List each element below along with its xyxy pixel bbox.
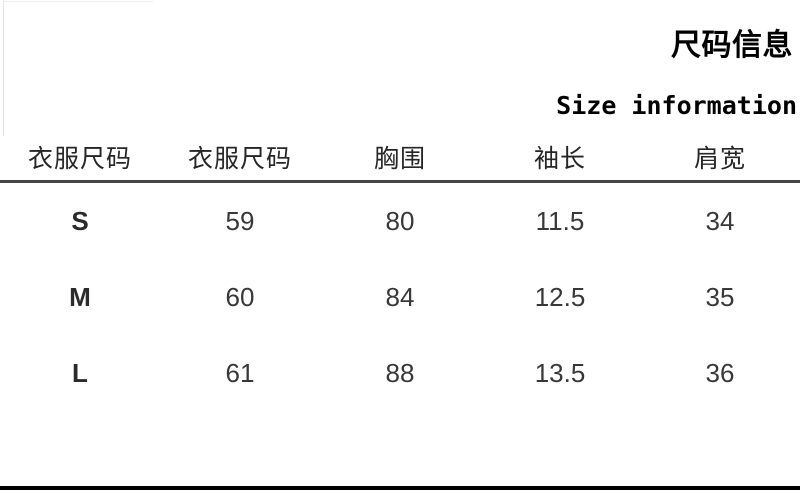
- size-cell: L: [72, 357, 88, 388]
- length-cell: 59: [225, 205, 255, 236]
- page-subtitle: Size information: [556, 91, 797, 120]
- sleeve-cell: 11.5: [535, 205, 585, 236]
- shoulder-cell: 36: [705, 357, 735, 388]
- header-cell-length: 衣服尺码: [187, 145, 292, 173]
- left-border-line: [3, 0, 4, 136]
- shoulder-cell: 34: [705, 205, 735, 236]
- table-row-m: M 60 84 12.5 35: [0, 259, 800, 335]
- sleeve-cell: 12.5: [534, 281, 586, 312]
- size-cell: S: [71, 205, 89, 236]
- table-row-s: S 59 80 11.5 34: [0, 183, 800, 259]
- size-table-header-row: 衣服尺码 衣服尺码 胸围 袖长 肩宽: [0, 134, 800, 183]
- header-cell-chest: 胸围: [373, 145, 426, 173]
- sleeve-cell: 13.5: [534, 357, 586, 388]
- table-row-l: L 61 88 13.5 36: [0, 335, 800, 411]
- page-title: 尺码信息: [671, 29, 793, 62]
- header-cell-shoulder: 肩宽: [693, 145, 746, 173]
- length-cell: 60: [225, 281, 255, 312]
- shoulder-cell: 35: [705, 281, 735, 312]
- size-cell: M: [69, 281, 91, 312]
- chest-cell: 80: [385, 205, 415, 236]
- top-border-line: [3, 1, 153, 2]
- chest-cell: 84: [385, 281, 415, 312]
- size-table-body: S 59 80 11.5 34 M 60 84 12.5 35 L 61 88 …: [0, 183, 800, 411]
- header-cell-sleeve: 袖长: [533, 145, 586, 173]
- length-cell: 61: [225, 357, 255, 388]
- header-cell-size: 衣服尺码: [27, 145, 132, 173]
- bottom-border-line: [0, 486, 800, 490]
- chest-cell: 88: [385, 357, 415, 388]
